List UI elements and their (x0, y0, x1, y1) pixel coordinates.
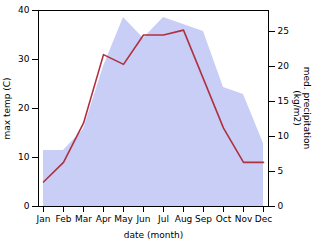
svg-text:15: 15 (278, 96, 289, 106)
svg-text:Oct: Oct (216, 214, 232, 224)
svg-text:Apr: Apr (96, 214, 112, 224)
svg-text:Jan: Jan (36, 214, 51, 224)
svg-text:Sep: Sep (195, 214, 212, 224)
svg-text:Feb: Feb (56, 214, 72, 224)
svg-text:25: 25 (278, 26, 289, 36)
svg-text:Nov: Nov (235, 214, 253, 224)
svg-text:Aug: Aug (175, 214, 193, 224)
svg-text:Jul: Jul (157, 214, 169, 224)
svg-text:med. precipitation(kg/m2): med. precipitation(kg/m2) (292, 67, 312, 149)
svg-text:Mar: Mar (75, 214, 92, 224)
svg-text:10: 10 (18, 152, 30, 162)
svg-text:5: 5 (278, 166, 284, 176)
svg-text:20: 20 (278, 61, 290, 71)
svg-text:20: 20 (18, 103, 30, 113)
svg-text:10: 10 (278, 131, 290, 141)
svg-text:0: 0 (278, 201, 284, 211)
svg-text:max temp (C): max temp (C) (2, 77, 12, 139)
svg-text:Dec: Dec (255, 214, 272, 224)
svg-text:0: 0 (24, 201, 30, 211)
svg-text:May: May (114, 214, 133, 224)
svg-text:Jun: Jun (135, 214, 150, 224)
svg-text:date (month): date (month) (124, 230, 183, 240)
svg-text:40: 40 (18, 5, 30, 15)
svg-text:30: 30 (18, 54, 30, 64)
